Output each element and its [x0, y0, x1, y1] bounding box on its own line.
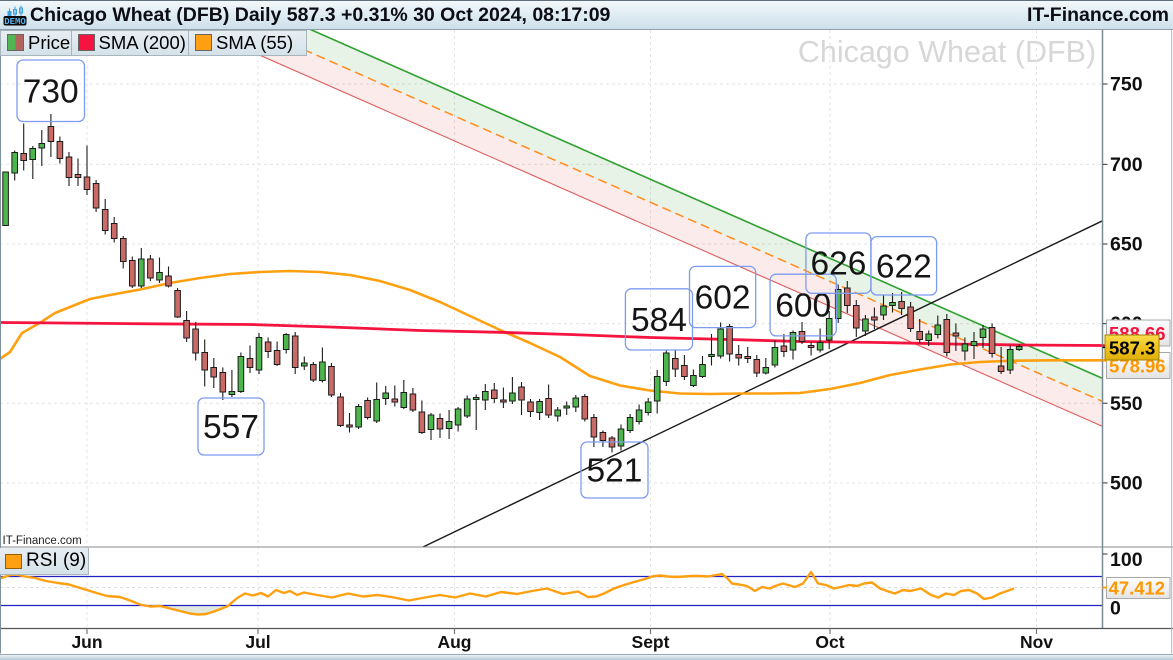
svg-text:578.96: 578.96	[1109, 356, 1166, 377]
svg-text:730: 730	[23, 73, 79, 110]
svg-text:Chicago Wheat (DFB): Chicago Wheat (DFB)	[798, 35, 1096, 69]
svg-text:47.412: 47.412	[1109, 578, 1166, 599]
svg-text:Jul: Jul	[245, 632, 270, 652]
svg-text:521: 521	[587, 453, 643, 490]
svg-text:100: 100	[1110, 549, 1143, 571]
svg-text:626: 626	[810, 246, 866, 283]
svg-text:DEMO: DEMO	[4, 17, 26, 26]
svg-text:IT-Finance.com: IT-Finance.com	[3, 535, 82, 547]
svg-text:0: 0	[1110, 598, 1121, 620]
svg-text:557: 557	[203, 409, 259, 446]
svg-text:500: 500	[1110, 472, 1143, 494]
svg-text:550: 550	[1110, 393, 1143, 415]
svg-text:Aug: Aug	[437, 632, 471, 652]
svg-text:Sept: Sept	[632, 632, 670, 652]
svg-text:Jun: Jun	[71, 632, 102, 652]
svg-text:Nov: Nov	[1020, 632, 1053, 652]
svg-text:587.3: 587.3	[1109, 338, 1155, 359]
svg-text:650: 650	[1110, 234, 1143, 256]
svg-text:622: 622	[876, 248, 932, 285]
svg-text:Oct: Oct	[815, 632, 844, 652]
svg-text:584: 584	[631, 302, 687, 339]
svg-text:700: 700	[1110, 154, 1143, 176]
svg-text:602: 602	[695, 280, 751, 317]
svg-text:750: 750	[1110, 74, 1143, 96]
